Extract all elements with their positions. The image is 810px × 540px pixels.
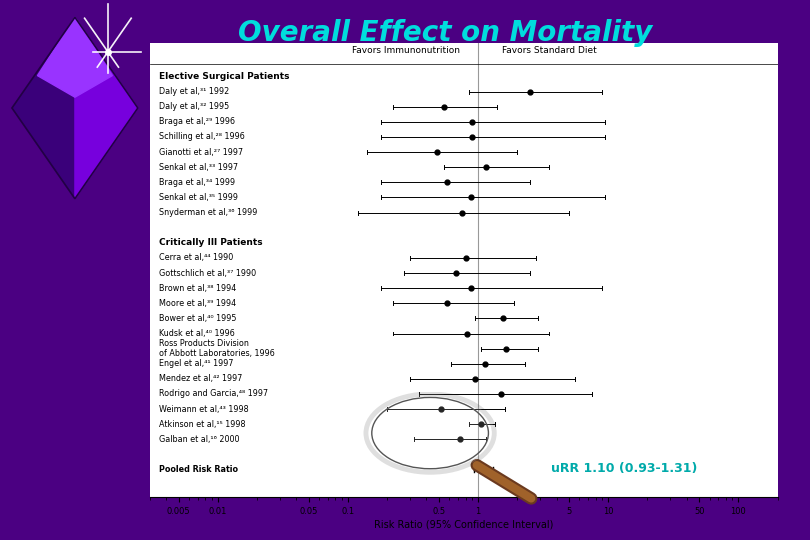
Text: Critically Ill Patients: Critically Ill Patients: [159, 238, 262, 247]
Text: Moore et al,³⁹ 1994: Moore et al,³⁹ 1994: [159, 299, 236, 308]
Text: Galban et al,¹⁶ 2000: Galban et al,¹⁶ 2000: [159, 435, 239, 444]
Text: Kudsk et al,⁴⁰ 1996: Kudsk et al,⁴⁰ 1996: [159, 329, 234, 338]
Text: Engel et al,⁴¹ 1997: Engel et al,⁴¹ 1997: [159, 359, 233, 368]
Text: Schilling et al,²⁸ 1996: Schilling et al,²⁸ 1996: [159, 132, 245, 141]
Text: Brown et al,³⁸ 1994: Brown et al,³⁸ 1994: [159, 284, 236, 293]
Circle shape: [366, 394, 494, 472]
Text: Daly et al,³² 1995: Daly et al,³² 1995: [159, 102, 228, 111]
Text: Favors Standard Diet: Favors Standard Diet: [501, 45, 596, 55]
Text: Braga et al,²⁹ 1996: Braga et al,²⁹ 1996: [159, 117, 235, 126]
Text: Weimann et al,⁴³ 1998: Weimann et al,⁴³ 1998: [159, 404, 248, 414]
Text: Atkinson et al,¹⁵ 1998: Atkinson et al,¹⁵ 1998: [159, 420, 245, 429]
Text: Favors Immunonutrition: Favors Immunonutrition: [352, 45, 460, 55]
Text: Cerra et al,⁴⁴ 1990: Cerra et al,⁴⁴ 1990: [159, 253, 232, 262]
Text: Pooled Risk Ratio: Pooled Risk Ratio: [159, 465, 237, 474]
Text: Elective Surgical Patients: Elective Surgical Patients: [159, 72, 289, 81]
Polygon shape: [75, 17, 138, 199]
Text: Senkal et al,³⁵ 1999: Senkal et al,³⁵ 1999: [159, 193, 237, 202]
Text: Gianotti et al,²⁷ 1997: Gianotti et al,²⁷ 1997: [159, 147, 243, 157]
Text: Ross Products Division
of Abbott Laboratories, 1996: Ross Products Division of Abbott Laborat…: [159, 339, 275, 359]
Polygon shape: [12, 17, 75, 199]
Text: Snyderman et al,³⁶ 1999: Snyderman et al,³⁶ 1999: [159, 208, 257, 217]
Text: Mendez et al,⁴² 1997: Mendez et al,⁴² 1997: [159, 374, 242, 383]
Text: Senkal et al,³³ 1997: Senkal et al,³³ 1997: [159, 163, 237, 172]
Polygon shape: [37, 17, 113, 97]
Text: Gottschlich et al,³⁷ 1990: Gottschlich et al,³⁷ 1990: [159, 268, 256, 278]
Text: Rodrigo and Garcia,⁴⁸ 1997: Rodrigo and Garcia,⁴⁸ 1997: [159, 389, 267, 399]
Text: Braga et al,³⁴ 1999: Braga et al,³⁴ 1999: [159, 178, 235, 187]
Polygon shape: [474, 464, 493, 475]
Text: Overall Effect on Mortality: Overall Effect on Mortality: [238, 19, 653, 47]
Text: uRR 1.10 (0.93-1.31): uRR 1.10 (0.93-1.31): [551, 462, 697, 475]
Text: Daly et al,³¹ 1992: Daly et al,³¹ 1992: [159, 87, 228, 96]
Text: Bower et al,⁴⁰ 1995: Bower et al,⁴⁰ 1995: [159, 314, 236, 323]
X-axis label: Risk Ratio (95% Confidence Interval): Risk Ratio (95% Confidence Interval): [374, 519, 553, 530]
